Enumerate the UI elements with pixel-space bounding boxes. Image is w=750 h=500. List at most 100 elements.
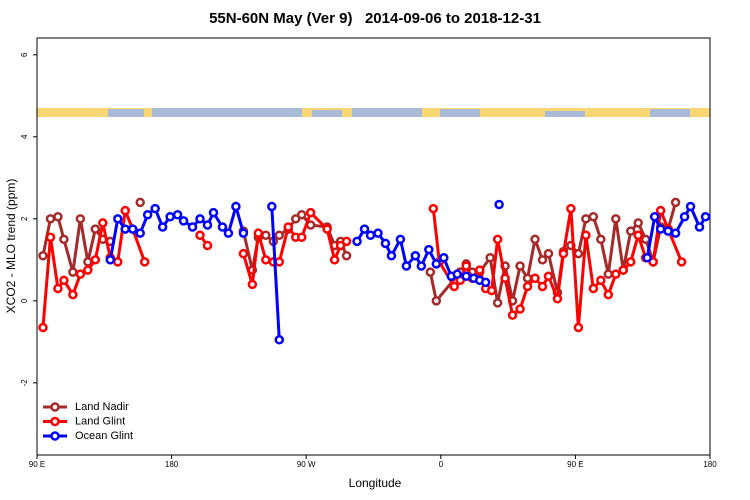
data-point xyxy=(452,269,463,279)
data-point xyxy=(120,205,130,216)
data-point xyxy=(640,234,651,245)
data-point xyxy=(618,265,629,275)
data-point xyxy=(274,257,285,267)
data-point xyxy=(290,214,301,224)
data-point xyxy=(296,232,307,243)
data-point xyxy=(461,271,471,281)
data-point xyxy=(335,240,346,251)
land-mask-strip xyxy=(37,108,710,117)
data-point xyxy=(195,214,205,224)
data-point xyxy=(522,281,533,292)
data-point xyxy=(195,230,205,240)
data-point xyxy=(401,261,412,271)
data-point xyxy=(83,265,93,275)
data-point xyxy=(694,222,705,232)
legend-label: Ocean Glint xyxy=(75,430,133,442)
y-tick-label: 0 xyxy=(20,298,29,303)
data-point xyxy=(178,216,189,226)
data-point xyxy=(461,261,471,271)
data-point xyxy=(685,201,696,212)
x-tick-label: 0 xyxy=(439,460,444,469)
data-point xyxy=(676,257,687,267)
data-point xyxy=(305,207,316,218)
data-point xyxy=(581,214,591,224)
data-point xyxy=(267,201,277,212)
data-point xyxy=(625,226,636,236)
data-point xyxy=(522,273,533,284)
plot-frame xyxy=(36,37,711,456)
data-point xyxy=(566,203,576,214)
data-point xyxy=(649,212,660,222)
data-point xyxy=(507,310,518,320)
data-point xyxy=(59,275,69,286)
legend-marker xyxy=(50,416,60,427)
data-point xyxy=(142,209,153,220)
data-point xyxy=(90,255,101,265)
data-point xyxy=(283,222,294,232)
data-point xyxy=(165,212,175,222)
data-point xyxy=(603,289,614,300)
x-tick-label: 180 xyxy=(703,460,717,469)
data-point xyxy=(633,218,643,228)
data-point xyxy=(663,226,673,236)
data-point xyxy=(395,234,406,245)
data-point xyxy=(139,257,150,267)
data-point xyxy=(596,275,606,286)
data-point xyxy=(655,205,666,216)
data-point xyxy=(105,255,116,265)
data-point xyxy=(530,234,540,245)
data-point xyxy=(431,296,442,306)
data-point xyxy=(75,214,86,224)
data-point xyxy=(172,209,183,220)
data-point xyxy=(611,214,621,224)
data-point xyxy=(480,277,491,288)
data-point xyxy=(45,214,56,224)
data-point xyxy=(543,248,554,259)
data-point xyxy=(75,269,86,279)
data-point xyxy=(428,203,439,214)
data-point xyxy=(486,285,497,296)
data-point xyxy=(373,228,383,238)
data-point xyxy=(670,197,681,208)
data-point xyxy=(90,224,101,234)
data-point xyxy=(581,230,591,240)
data-point xyxy=(431,259,442,269)
data-point xyxy=(552,294,563,304)
data-point xyxy=(611,269,621,279)
data-point xyxy=(655,224,666,234)
data-point xyxy=(341,250,352,261)
data-point xyxy=(113,214,123,224)
data-point xyxy=(187,222,198,232)
legend-label: Land Nadir xyxy=(75,401,129,413)
data-point xyxy=(202,240,213,251)
x-tick-label: 90 E xyxy=(29,460,45,469)
legend-marker xyxy=(50,431,60,441)
data-point xyxy=(329,255,340,265)
data-point xyxy=(261,230,271,240)
data-point xyxy=(135,228,145,238)
y-tick-label: 4 xyxy=(20,134,29,139)
data-point xyxy=(679,212,690,222)
data-point xyxy=(515,304,525,314)
legend-marker xyxy=(50,402,60,412)
data-point xyxy=(223,228,234,238)
data-point xyxy=(492,234,503,245)
data-point xyxy=(410,250,421,261)
data-point xyxy=(217,222,228,232)
data-point xyxy=(127,224,138,234)
data-point xyxy=(648,257,658,267)
data-point xyxy=(670,228,681,238)
data-point xyxy=(365,230,376,240)
data-point xyxy=(359,224,370,234)
y-axis-label: XCO2 - MLO trend (ppm) xyxy=(4,179,18,314)
data-point xyxy=(573,248,584,259)
data-point xyxy=(238,248,249,259)
data-point xyxy=(341,236,352,247)
data-point xyxy=(700,212,711,222)
data-point xyxy=(68,289,78,300)
data-point xyxy=(261,255,271,265)
data-point xyxy=(537,255,548,265)
data-point xyxy=(59,234,69,245)
data-point xyxy=(530,273,540,284)
